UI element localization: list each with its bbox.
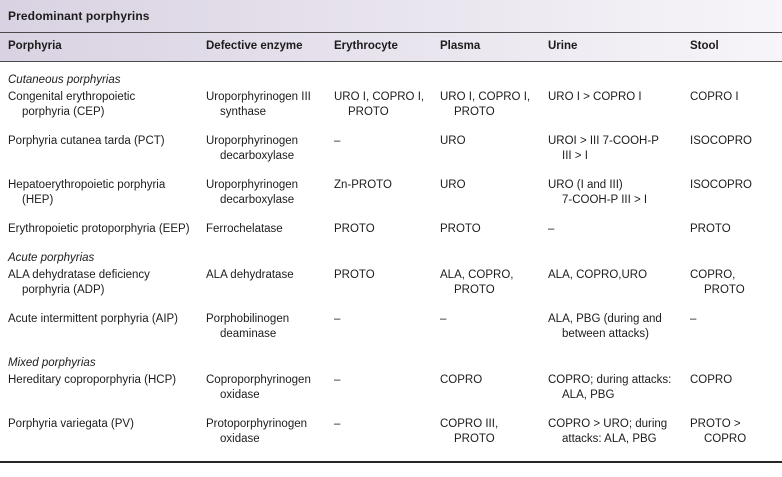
cell-stool: PROTO — [690, 222, 731, 235]
cell-stool: ISOCOPRO — [690, 178, 752, 191]
cell-erythrocyte: PROTO — [334, 222, 375, 235]
table-row-hcp: Hereditary coproporphyria (HCP) Copropor… — [0, 373, 782, 417]
column-header-row: Porphyria Defective enzyme Erythrocyte P… — [0, 33, 782, 62]
section-row-mixed: Mixed porphyrias — [0, 356, 782, 373]
column-header-urine: Urine — [540, 33, 682, 62]
cell-erythrocyte: – — [334, 134, 341, 147]
cell-erythrocyte: PROTO — [334, 268, 375, 281]
cell-urine: ALA, COPRO,URO — [548, 268, 648, 281]
cell-urine: COPRO > URO; during attacks: ALA, PBG — [548, 417, 668, 445]
column-header-porphyria: Porphyria — [0, 33, 198, 62]
cell-plasma: COPRO III, PROTO — [440, 417, 499, 445]
cell-plasma: – — [440, 312, 447, 325]
section-label-acute: Acute porphyrias — [8, 251, 95, 264]
cell-urine: COPRO; during attacks: ALA, PBG — [548, 373, 672, 401]
cell-erythrocyte: – — [334, 312, 341, 325]
cell-plasma: URO — [440, 178, 466, 191]
column-header-stool: Stool — [682, 33, 782, 62]
cell-porphyria: Hepatoerythropoietic porphyria (HEP) — [8, 178, 166, 206]
cell-erythrocyte: – — [334, 373, 341, 386]
column-header-erythrocyte: Erythrocyte — [326, 33, 432, 62]
cell-enzyme: Uroporphyrinogen III synthase — [206, 90, 311, 118]
table-row-hep: Hepatoerythropoietic porphyria (HEP) Uro… — [0, 178, 782, 222]
cell-porphyria: Erythropoietic protoporphyria (EEP) — [8, 222, 190, 235]
cell-plasma: ALA, COPRO, PROTO — [440, 268, 514, 296]
porphyrins-table: Porphyria Defective enzyme Erythrocyte P… — [0, 33, 782, 463]
cell-porphyria: Acute intermittent porphyria (AIP) — [8, 312, 179, 325]
cell-porphyria: Hereditary coproporphyria (HCP) — [8, 373, 177, 386]
cell-plasma: COPRO — [440, 373, 483, 386]
cell-erythrocyte: URO I, COPRO I, PROTO — [334, 90, 425, 118]
cell-enzyme: ALA dehydratase — [206, 268, 294, 281]
cell-enzyme: Ferrochelatase — [206, 222, 283, 235]
section-row-acute: Acute porphyrias — [0, 251, 782, 268]
cell-stool: – — [690, 312, 697, 325]
cell-stool: COPRO — [690, 373, 733, 386]
table-row-pv: Porphyria variegata (PV) Protoporphyrino… — [0, 417, 782, 462]
cell-enzyme: Coproporphyrinogen oxidase — [206, 373, 311, 401]
table-row-aip: Acute intermittent porphyria (AIP) Porph… — [0, 312, 782, 356]
cell-erythrocyte: – — [334, 417, 341, 430]
cell-plasma: URO — [440, 134, 466, 147]
table-row-cep: Congenital erythropoietic porphyria (CEP… — [0, 90, 782, 134]
cell-enzyme: Protoporphyrinogen oxidase — [206, 417, 308, 445]
cell-urine: UROI > III 7-COOH-P III > I — [548, 134, 659, 162]
table-title-bar: Predominant porphyrins — [0, 0, 782, 33]
table-row-pct: Porphyria cutanea tarda (PCT) Uroporphyr… — [0, 134, 782, 178]
column-header-plasma: Plasma — [432, 33, 540, 62]
cell-stool: COPRO I — [690, 90, 739, 103]
cell-porphyria: Porphyria variegata (PV) — [8, 417, 134, 430]
cell-stool: COPRO, PROTO — [690, 268, 745, 296]
cell-porphyria: ALA dehydratase deficiency porphyria (AD… — [8, 268, 150, 296]
column-header-defective-enzyme: Defective enzyme — [198, 33, 326, 62]
cell-stool: PROTO > COPRO — [690, 417, 747, 445]
cell-urine: – — [548, 222, 555, 235]
cell-erythrocyte: Zn-PROTO — [334, 178, 392, 191]
cell-porphyria: Congenital erythropoietic porphyria (CEP… — [8, 90, 136, 118]
cell-enzyme: Uroporphyrinogen decarboxylase — [206, 178, 299, 206]
cell-urine: ALA, PBG (during and between attacks) — [548, 312, 662, 340]
table-row-eep: Erythropoietic protoporphyria (EEP) Ferr… — [0, 222, 782, 251]
cell-enzyme: Uroporphyrinogen decarboxylase — [206, 134, 299, 162]
table-title: Predominant porphyrins — [8, 9, 150, 23]
cell-urine: URO I > COPRO I — [548, 90, 642, 103]
table-row-adp: ALA dehydratase deficiency porphyria (AD… — [0, 268, 782, 312]
cell-porphyria: Porphyria cutanea tarda (PCT) — [8, 134, 165, 147]
section-row-cutaneous: Cutaneous porphyrias — [0, 61, 782, 90]
cell-urine: URO (I and III) 7-COOH-P III > I — [548, 178, 648, 206]
section-label-cutaneous: Cutaneous porphyrias — [8, 73, 121, 86]
cell-plasma: URO I, COPRO I, PROTO — [440, 90, 531, 118]
cell-stool: ISOCOPRO — [690, 134, 752, 147]
cell-enzyme: Porphobilinogen deaminase — [206, 312, 290, 340]
cell-plasma: PROTO — [440, 222, 481, 235]
section-label-mixed: Mixed porphyrias — [8, 356, 96, 369]
